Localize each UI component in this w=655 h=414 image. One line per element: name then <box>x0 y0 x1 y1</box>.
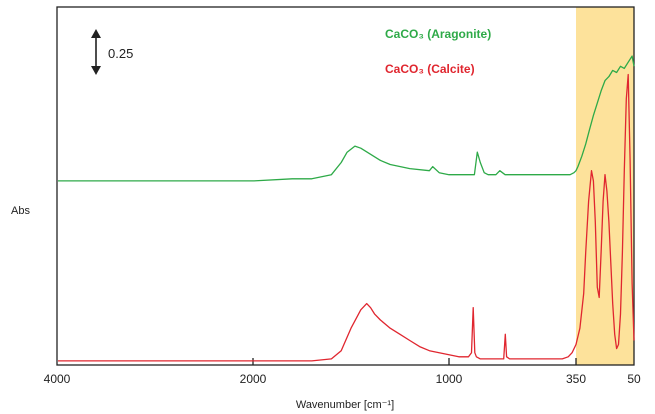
scale-bar: 0.25 <box>91 29 133 75</box>
x-tick-label: 50 <box>627 372 641 386</box>
x-tick-label: 2000 <box>240 372 267 386</box>
arrow-down-icon <box>91 66 101 75</box>
x-axis-label: Wavenumber [cm⁻¹] <box>296 399 394 411</box>
legend-entry-aragonite: CaCO₃ (Aragonite) <box>385 27 491 41</box>
x-axis-ticks: 4000 2000 1000 350 50 <box>44 358 641 386</box>
scale-bar-label: 0.25 <box>108 46 133 61</box>
series-line-aragonite <box>58 55 635 182</box>
y-axis-label: Abs <box>11 205 30 217</box>
series-line-calcite <box>58 73 635 362</box>
x-tick-label: 1000 <box>436 372 463 386</box>
plot-frame <box>56 6 635 366</box>
x-tick-label: 350 <box>566 372 586 386</box>
highlight-band <box>576 7 634 365</box>
x-tick-label: 4000 <box>44 372 71 386</box>
arrow-up-icon <box>91 29 101 38</box>
legend-entry-calcite: CaCO₃ (Calcite) <box>385 62 475 76</box>
